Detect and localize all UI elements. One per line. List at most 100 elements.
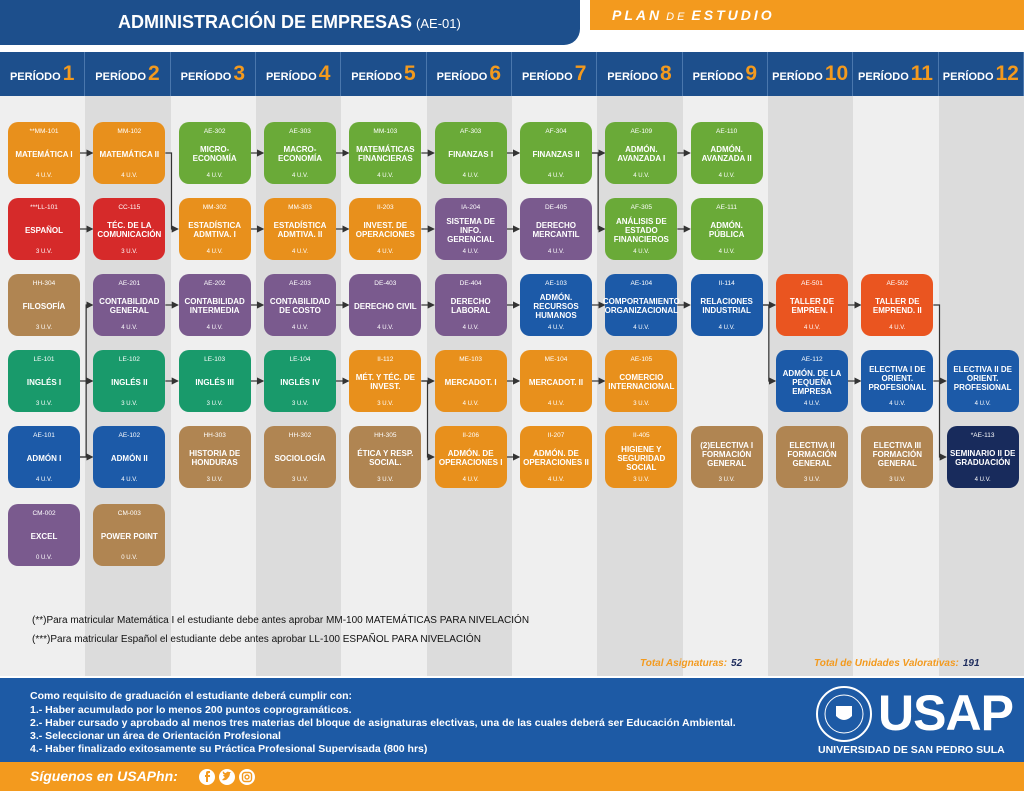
course-node: DE-403 DERECHO CIVIL 4 U.V. [349,274,422,336]
course-code: CC-115 [118,204,141,211]
course-name: CONTABILIDAD DE COSTO [269,297,331,315]
instagram-icon[interactable] [239,769,255,785]
course-node: AE-105 COMERCIO INTERNACIONAL 3 U.V. [605,350,678,412]
total-label: Total de Unidades Valorativas: [814,658,959,669]
course-node: HH-303 HISTORIA DE HONDURAS 3 U.V. [178,426,251,488]
course-code: AE-303 [289,128,311,135]
period-header: PERÍODO12 [939,52,1024,96]
course-units: 4 U.V. [121,325,138,331]
course-units: 4 U.V. [547,477,565,483]
course-units: 4 U.V. [35,173,53,179]
requirements-box [0,678,1024,762]
course-name: ADMÓN. AVANZADA I [617,145,666,163]
course-name: ADMÓN. DE OPERACIONES II [523,449,589,467]
period-label: PERÍODO [265,71,317,83]
course-units: 4 U.V. [462,249,479,255]
course-units: 3 U.V. [206,401,223,407]
course-code: CM-003 [117,510,141,517]
course-units: 3 U.V. [889,477,906,483]
course-name: INVEST. DE OPERACIONES [355,221,415,239]
course-units: 4 U.V. [547,401,565,407]
course-name: COMERCIO INTERNACIONAL [608,373,675,391]
course-node: AE-201 CONTABILIDAD GENERAL 4 U.V. [93,274,166,336]
course-name: MACRO-ECONOMÍA [278,145,322,163]
course-units: 4 U.V. [803,401,821,407]
course-node: MM-303 ESTADÍSTICA ADMTIVA. II 4 U.V. [264,198,336,260]
period-label: PERÍODO [858,71,909,83]
course-code: AE-501 [801,280,823,287]
course-units: 4 U.V. [547,325,565,331]
course-node: AE-203 CONTABILIDAD DE COSTO 4 U.V. [264,274,336,336]
course-node: (2)ELECTIVA I FORMACIÓN GENERAL 3 U.V. [690,426,763,488]
course-node: AE-302 MICRO-ECONOMÍA 4 U.V. [178,122,251,184]
course-code: II-112 [377,356,394,363]
course-node: HH-304 FILOSOFÍA 3 U.V. [8,274,80,336]
course-units: 4 U.V. [974,401,991,407]
course-node: *AE-113 SEMINARIO II DE GRADUACIÓN 4 U.V. [946,426,1019,488]
course-node: AF-304 FINANZAS II 4 U.V. [520,122,592,184]
course-name: INGLÉS IV [280,377,320,387]
course-code: ***LL-101 [30,204,58,211]
requirement: 4.- Haber finalizado exitosamente su Prá… [30,743,428,755]
period-label: PERÍODO [95,71,147,83]
course-node: AE-102 ADMÓN II 4 U.V. [93,426,166,488]
period-label: PERÍODO [521,71,573,83]
course-name: ADMÓN. DE LA PEQUEÑA EMPRESA [782,368,842,396]
course-code: AE-203 [289,280,311,287]
period-number: 4 [318,62,331,85]
course-units: 4 U.V. [889,325,906,331]
period-number: 5 [404,62,416,85]
course-code: II-207 [547,432,565,439]
requirement: 1.- Haber acumulado por lo menos 200 pun… [30,704,352,716]
course-units: 3 U.V. [35,401,53,407]
course-units: 4 U.V. [633,249,650,255]
course-code: MM-303 [288,204,312,211]
course-node: DE-404 DERECHO LABORAL 4 U.V. [434,274,507,336]
course-code: AE-109 [630,128,653,135]
course-node: ELECTIVA III FORMACIÓN GENERAL 3 U.V. [861,426,934,488]
course-code: AE-104 [630,280,653,287]
period-label: PERÍODO [9,71,61,83]
period-number: 7 [574,62,587,85]
social-icons [199,769,255,785]
course-units: 4 U.V. [377,325,394,331]
prerequisite-arrow [592,152,606,233]
course-node: ELECTIVA I DE ORIENT. PROFESIONAL 4 U.V. [861,350,934,412]
course-name: ADMÓN. DE OPERACIONES I [438,449,503,467]
de-word: DE [666,11,688,23]
course-name: MATEMÁTICAS FINANCIERAS [356,145,415,163]
total-units: Total de Unidades Valorativas: 191 [814,658,980,669]
course-units: 4 U.V. [206,173,223,179]
course-units: 3 U.V. [377,401,394,407]
course-code: *AE-113 [970,432,995,439]
course-code: HH-304 [32,280,56,287]
course-code: ME-104 [544,356,568,363]
course-node: LE-102 INGLÉS II 3 U.V. [93,350,166,412]
course-code: AF-304 [545,128,567,135]
course-node: AF-303 FINANZAS I 4 U.V. [434,122,507,184]
period-header: PERÍODO7 [512,52,598,96]
course-name: MERCADOT. I [444,377,497,387]
course-units: 4 U.V. [206,249,223,255]
course-name: ADMÓN I [26,453,62,463]
course-units: 3 U.V. [633,477,650,483]
period-header: PERÍODO2 [85,52,171,96]
period-number: 11 [910,62,933,85]
course-node: II-203 INVEST. DE OPERACIONES 4 U.V. [349,198,422,260]
course-node: AE-112 ADMÓN. DE LA PEQUEÑA EMPRESA 4 U.V. [776,350,848,412]
period-label: PERÍODO [692,71,744,83]
course-name: MICRO-ECONOMÍA [192,145,237,163]
course-node: ELECTIVA II FORMACIÓN GENERAL 3 U.V. [776,426,848,488]
course-name: POWER POINT [100,531,158,541]
course-units: 4 U.V. [291,325,309,331]
course-name: ESPAÑOL [24,225,64,235]
course-node: CC-115 TÉC. DE LA COMUNICACIÓN 3 U.V. [93,198,166,260]
period-header: PERÍODO3 [171,52,256,96]
prerequisite-arrow [80,301,94,458]
period-header: PERÍODO5 [341,52,427,96]
requirement: 2.- Haber cursado y aprobado al menos tr… [30,717,736,729]
course-units: 4 U.V. [633,173,650,179]
course-code: ME-103 [459,356,483,363]
course-units: 3 U.V. [377,477,394,483]
course-node: AE-104 COMPORTAMIENTO ORGANIZACIONAL 4 U.V… [603,274,680,336]
